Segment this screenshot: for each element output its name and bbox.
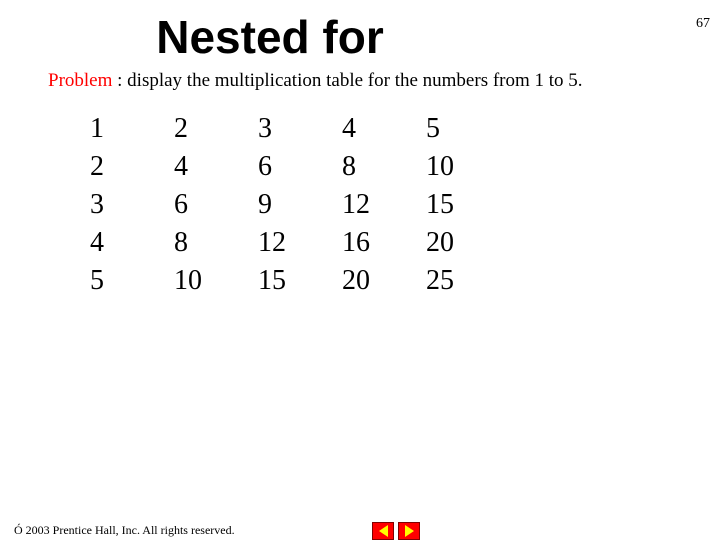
table-cell: 25 xyxy=(426,265,510,297)
copyright-text: Ó 2003 Prentice Hall, Inc. All rights re… xyxy=(14,523,235,538)
problem-text: : display the multiplication table for t… xyxy=(112,70,582,91)
problem-statement: Problem : display the multiplication tab… xyxy=(48,70,720,92)
table-cell: 2 xyxy=(174,113,258,145)
slide-title: Nested for xyxy=(0,10,540,64)
problem-label: Problem xyxy=(48,70,112,91)
nav-arrows xyxy=(372,522,420,540)
table-cell: 20 xyxy=(426,227,510,259)
table-cell: 20 xyxy=(342,265,426,297)
multiplication-table: 1 2 3 4 5 2 4 6 8 10 3 6 9 12 15 4 8 12 … xyxy=(90,110,720,300)
table-cell: 6 xyxy=(174,189,258,221)
table-cell: 8 xyxy=(174,227,258,259)
table-cell: 1 xyxy=(90,113,174,145)
next-arrow-icon[interactable] xyxy=(398,522,420,540)
table-cell: 8 xyxy=(342,151,426,183)
table-cell: 4 xyxy=(174,151,258,183)
table-row: 4 8 12 16 20 xyxy=(90,224,720,262)
table-cell: 4 xyxy=(342,113,426,145)
table-cell: 15 xyxy=(426,189,510,221)
table-cell: 6 xyxy=(258,151,342,183)
table-cell: 12 xyxy=(342,189,426,221)
table-cell: 15 xyxy=(258,265,342,297)
prev-arrow-icon[interactable] xyxy=(372,522,394,540)
table-row: 2 4 6 8 10 xyxy=(90,148,720,186)
table-row: 3 6 9 12 15 xyxy=(90,186,720,224)
table-cell: 16 xyxy=(342,227,426,259)
table-row: 5 10 15 20 25 xyxy=(90,262,720,300)
table-cell: 3 xyxy=(258,113,342,145)
table-cell: 10 xyxy=(426,151,510,183)
table-row: 1 2 3 4 5 xyxy=(90,110,720,148)
table-cell: 10 xyxy=(174,265,258,297)
footer: Ó 2003 Prentice Hall, Inc. All rights re… xyxy=(14,523,706,538)
page-number: 67 xyxy=(696,16,710,32)
table-cell: 5 xyxy=(90,265,174,297)
table-cell: 3 xyxy=(90,189,174,221)
copyright-symbol: Ó xyxy=(14,523,23,537)
table-cell: 9 xyxy=(258,189,342,221)
copyright-body: 2003 Prentice Hall, Inc. All rights rese… xyxy=(23,523,235,537)
table-cell: 12 xyxy=(258,227,342,259)
table-cell: 5 xyxy=(426,113,510,145)
table-cell: 2 xyxy=(90,151,174,183)
table-cell: 4 xyxy=(90,227,174,259)
